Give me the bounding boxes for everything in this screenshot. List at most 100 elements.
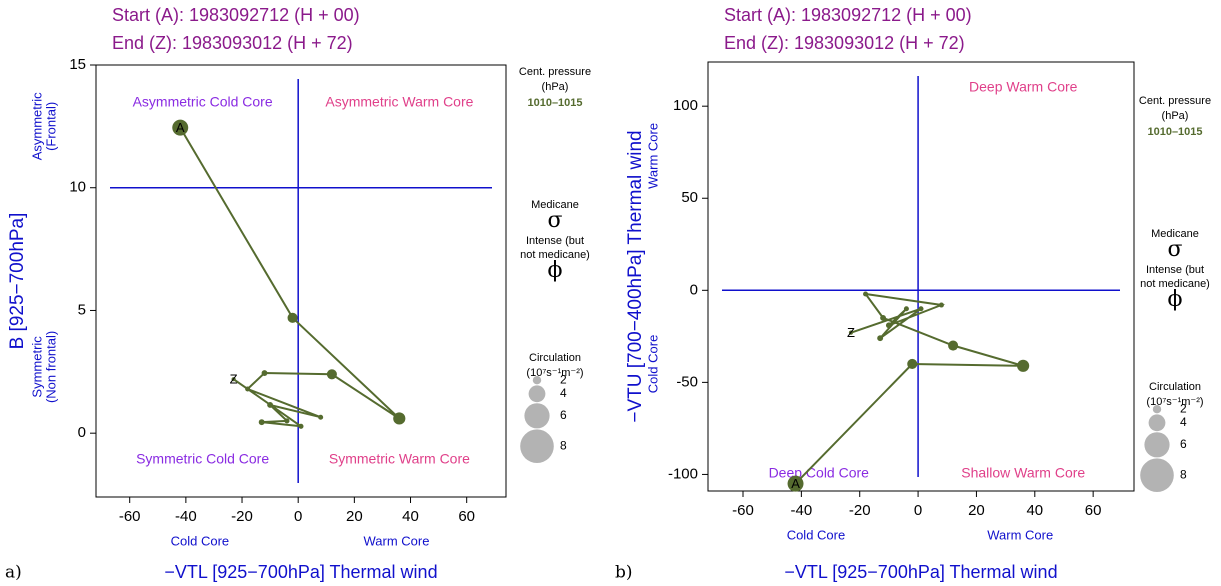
y-tick-label: -100 <box>668 465 698 482</box>
size-legend-label: 8 <box>1180 467 1187 481</box>
x-tick-label: -20 <box>231 508 253 525</box>
size-legend-circle <box>528 385 546 403</box>
data-point <box>172 119 189 136</box>
marker-legend-symbol: σ <box>1167 237 1182 262</box>
data-point <box>787 475 804 492</box>
marker-legend-symbol: ϕ <box>1168 287 1183 312</box>
x-sublabel: Cold Core <box>787 527 846 542</box>
size-legend-label: 6 <box>560 408 567 422</box>
panel-label: b) <box>615 563 633 583</box>
marker-legend-label: Intense (but <box>1146 264 1204 276</box>
point-label: Z <box>230 372 238 387</box>
quadrant-label: Symmetric Cold Core <box>136 451 269 467</box>
y-sublabel: Warm Core <box>645 123 660 189</box>
size-legend-circle <box>1152 405 1162 414</box>
size-legend-label: 8 <box>560 438 567 452</box>
y-tick-label: 10 <box>69 179 86 196</box>
x-tick-label: 0 <box>294 508 302 525</box>
data-point <box>287 312 298 323</box>
y-tick-label: 100 <box>673 97 698 114</box>
size-legend-label: 6 <box>1180 437 1187 451</box>
x-axis-label: −VTL [925−700hPa] Thermal wind <box>164 562 437 582</box>
x-tick-label: 40 <box>402 508 419 525</box>
marker-legend-label: Intense (but <box>526 235 584 247</box>
data-point <box>261 370 268 376</box>
x-tick-label: -20 <box>849 502 871 519</box>
x-tick-label: -40 <box>175 508 197 525</box>
y-sublabel: Cold Core <box>645 335 660 394</box>
x-axis-label: −VTL [925−700hPa] Thermal wind <box>784 562 1057 582</box>
x-tick-label: -60 <box>119 508 141 525</box>
x-tick-label: 60 <box>458 508 475 525</box>
size-legend-circle <box>532 376 542 385</box>
point-label: A <box>176 120 185 135</box>
y-sublabel: Asymmetric <box>29 92 44 160</box>
x-tick-label: 20 <box>968 502 985 519</box>
legend-title: Cent. pressure <box>1139 95 1211 107</box>
x-sublabel: Warm Core <box>987 527 1053 542</box>
y-tick-label: 15 <box>69 56 86 73</box>
y-sublabel: (Non frontal) <box>43 331 58 403</box>
data-point <box>393 412 406 425</box>
data-point <box>907 358 918 369</box>
quadrant-label: Deep Warm Core <box>969 79 1078 95</box>
y-axis-label: −VTU [700−400hPa] Thermal wind <box>625 130 646 422</box>
data-point <box>284 418 290 424</box>
y-tick-label: 0 <box>78 424 86 441</box>
marker-legend-label: Medicane <box>1151 228 1199 240</box>
y-tick-label: 5 <box>78 301 86 318</box>
size-legend-title: (10⁷s⁻¹m⁻²) <box>1146 396 1203 408</box>
marker-legend-label: Medicane <box>531 199 579 211</box>
size-legend-circle <box>524 403 550 429</box>
plot-frame <box>95 64 507 498</box>
data-point <box>848 330 854 335</box>
data-point <box>231 377 236 382</box>
x-tick-label: -60 <box>732 502 754 519</box>
size-legend-circle <box>1148 414 1166 432</box>
size-legend-label: 4 <box>1180 415 1187 429</box>
data-point <box>1017 359 1030 372</box>
y-axis-label: B [925−700hPa] <box>7 213 28 350</box>
data-point <box>877 335 884 342</box>
y-tick-label: -50 <box>676 373 698 390</box>
y-tick-label: 50 <box>681 189 698 206</box>
marker-legend-symbol: ϕ <box>548 258 563 283</box>
x-tick-label: 40 <box>1026 502 1043 519</box>
x-sublabel: Cold Core <box>171 533 230 548</box>
title-line: End (Z): 1983093012 (H + 72) <box>724 33 965 53</box>
quadrant-label: Symmetric Warm Core <box>329 451 470 467</box>
data-point <box>918 306 924 312</box>
data-point <box>326 369 337 380</box>
data-point <box>948 340 959 351</box>
point-label: A <box>791 476 800 491</box>
marker-legend-label: not medicane) <box>520 249 590 261</box>
title-line: Start (A): 1983092712 (H + 00) <box>724 5 972 25</box>
panel-label: a) <box>5 563 22 583</box>
trajectory-line <box>179 127 400 428</box>
size-legend-circle <box>1140 458 1174 493</box>
quadrant-label: Deep Cold Core <box>769 465 870 481</box>
legend-title: (hPa) <box>542 81 569 93</box>
data-point <box>267 402 274 408</box>
legend-entry: 1010–1015 <box>527 97 582 109</box>
data-point <box>258 419 265 426</box>
data-point <box>885 322 892 329</box>
point-label: Z <box>847 325 855 340</box>
size-legend-label: 2 <box>560 372 567 386</box>
size-legend-title: Circulation <box>1149 381 1201 393</box>
quadrant-label: Shallow Warm Core <box>961 465 1085 481</box>
legend-title: Cent. pressure <box>519 66 591 78</box>
x-tick-label: 60 <box>1085 502 1102 519</box>
size-legend-label: 2 <box>1180 401 1187 415</box>
data-point <box>938 302 944 308</box>
x-sublabel: Warm Core <box>363 533 429 548</box>
size-legend-circle <box>520 429 554 464</box>
size-legend-circle <box>1144 432 1170 458</box>
data-point <box>318 414 324 420</box>
data-point <box>863 291 869 297</box>
y-sublabel: Symmetric <box>29 336 44 398</box>
marker-legend-label: not medicane) <box>1140 278 1210 290</box>
legend-entry: 1010–1015 <box>1147 126 1202 138</box>
x-tick-label: 20 <box>346 508 363 525</box>
